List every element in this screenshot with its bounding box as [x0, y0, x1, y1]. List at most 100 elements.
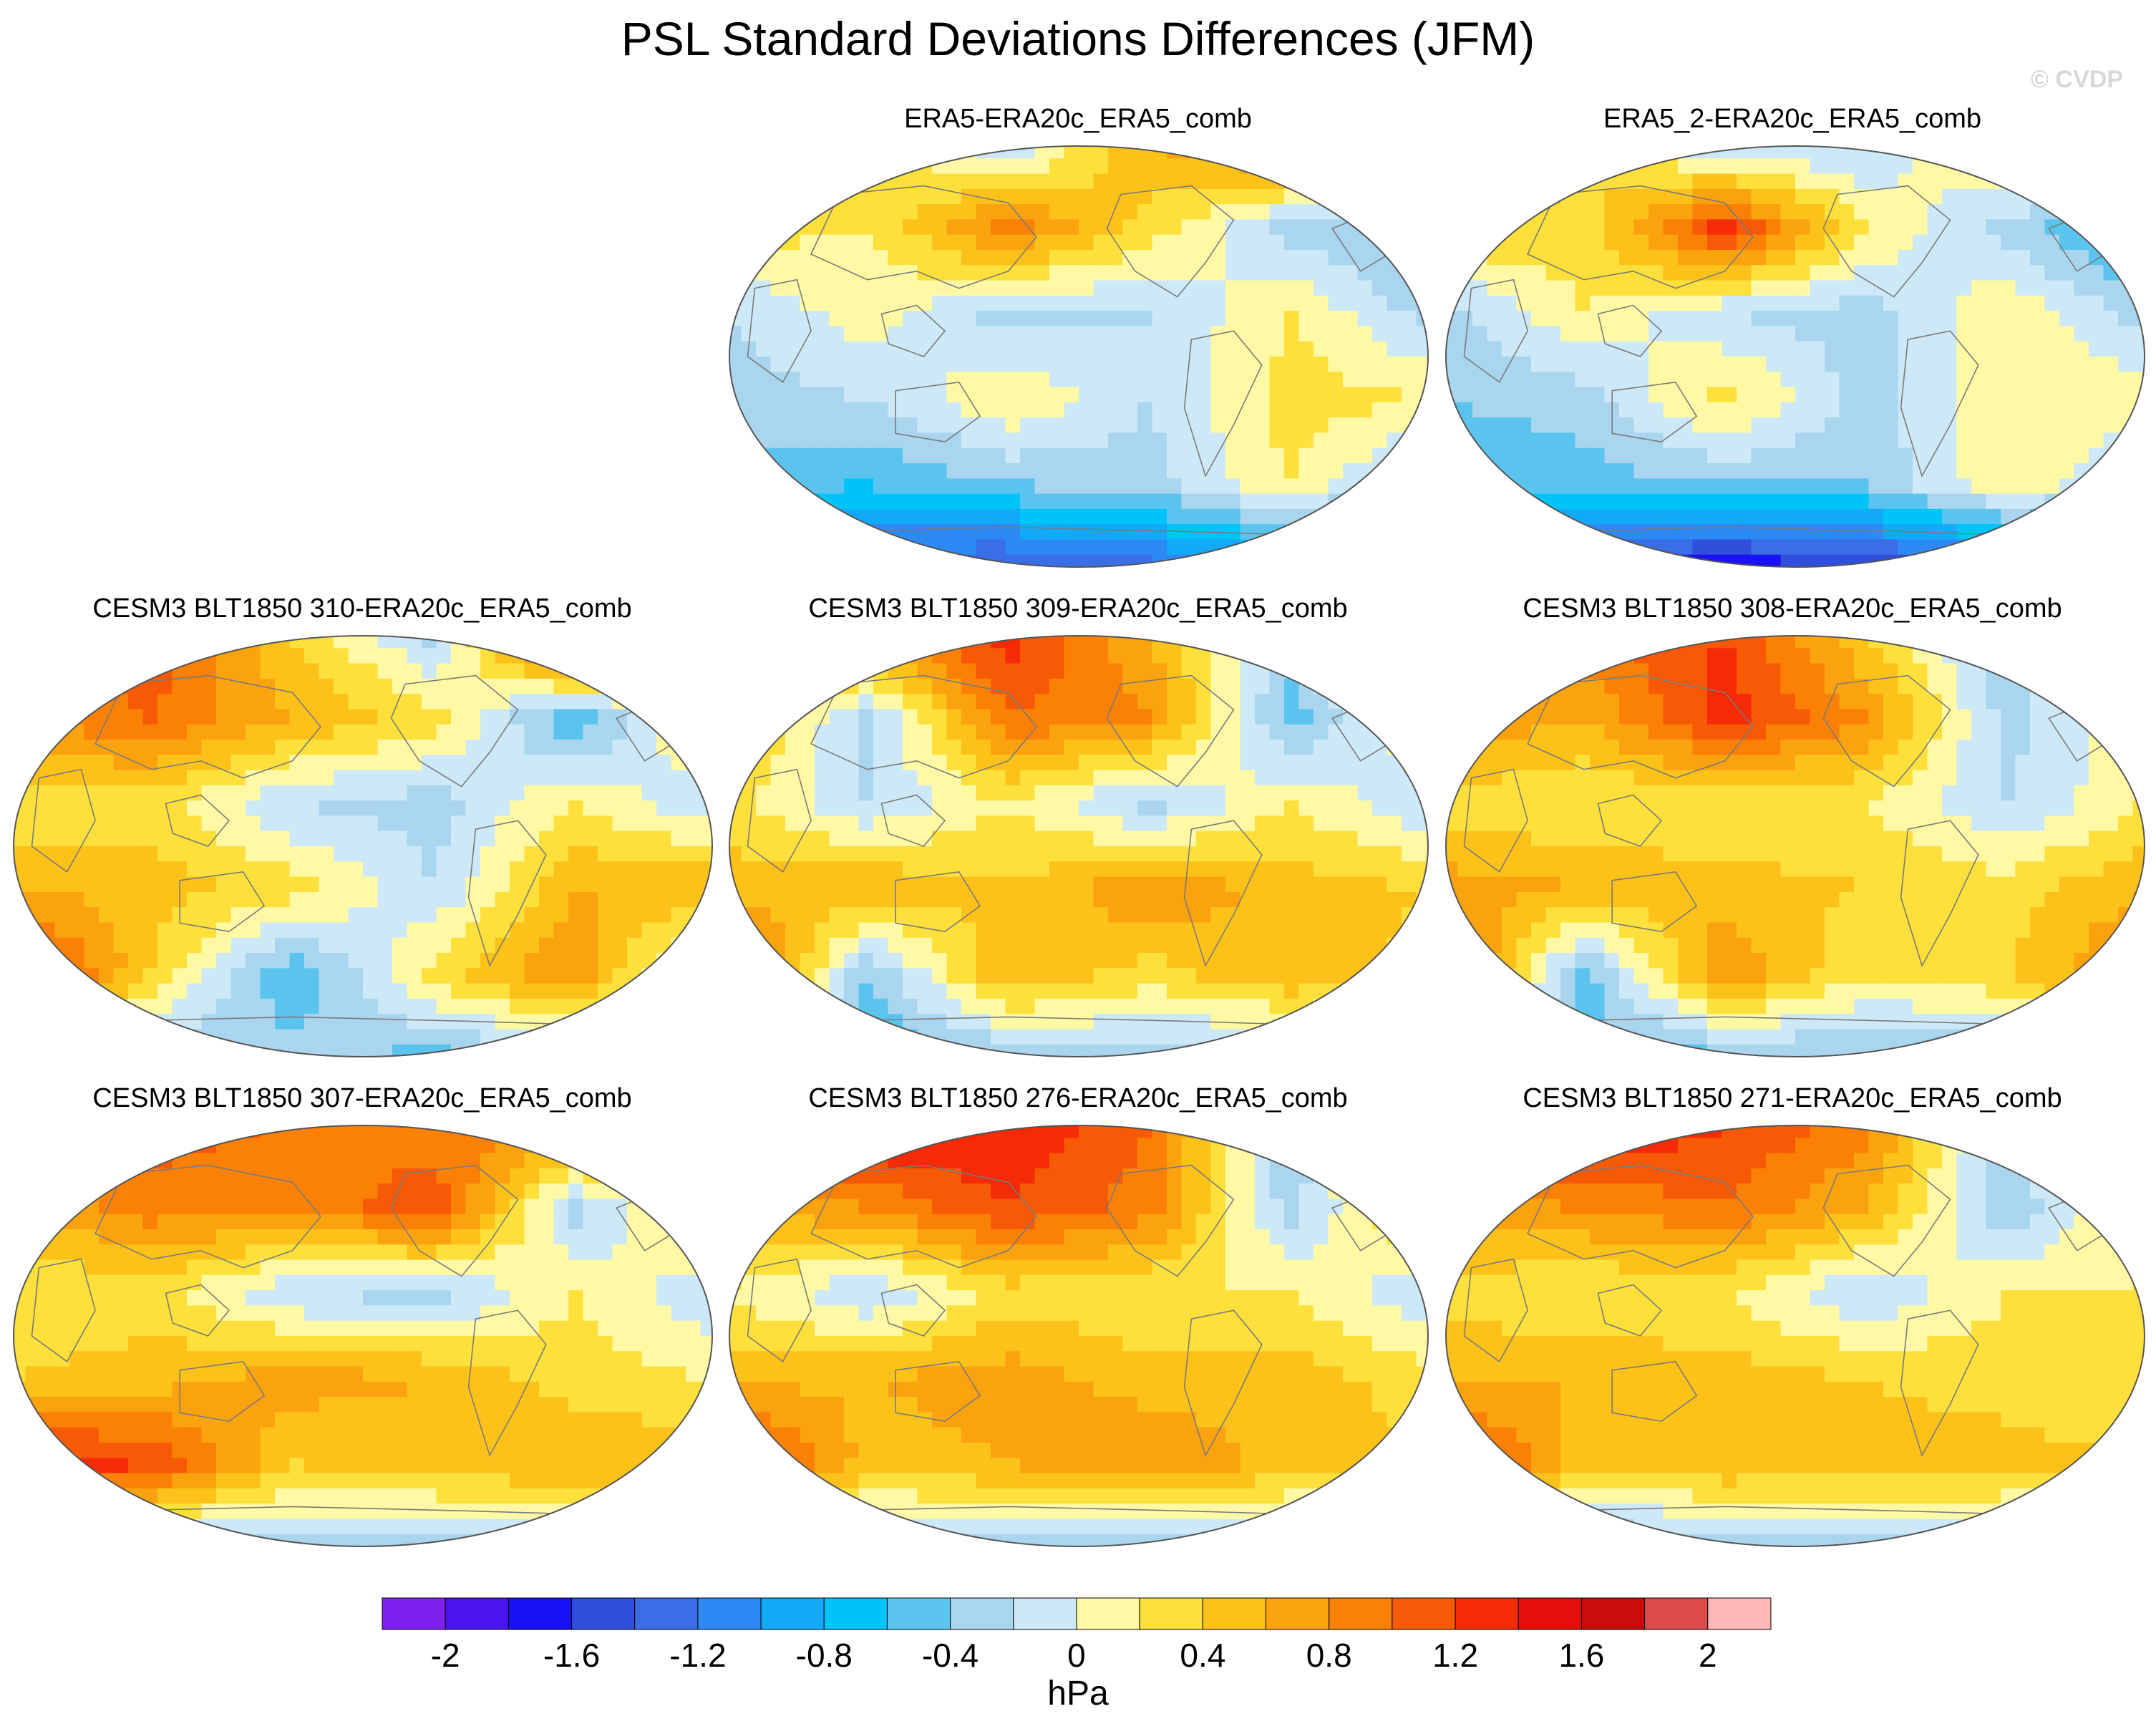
heatmap-cell	[2044, 387, 2060, 403]
heatmap-cell	[1343, 463, 1359, 479]
heatmap-cell	[961, 357, 977, 372]
heatmap-cell	[1181, 648, 1197, 664]
heatmap-cell	[598, 876, 613, 893]
heatmap-cell	[1633, 250, 1649, 266]
heatmap-cell	[1210, 173, 1226, 190]
heatmap-cell	[1284, 372, 1300, 388]
heatmap-cell	[1079, 158, 1094, 175]
heatmap-cell	[1986, 387, 2001, 403]
heatmap-cell	[888, 770, 903, 786]
heatmap-cell	[932, 678, 948, 694]
heatmap-cell	[1298, 876, 1314, 893]
heatmap-cell	[436, 1029, 452, 1045]
heatmap-cell	[888, 311, 903, 327]
heatmap-cell	[568, 1029, 584, 1045]
heatmap-cell	[14, 1044, 26, 1057]
heatmap-cell	[69, 937, 85, 954]
heatmap-cell	[598, 983, 613, 999]
heatmap-cell	[1575, 432, 1591, 449]
heatmap-cell	[69, 709, 85, 725]
heatmap-cell	[1898, 341, 1913, 357]
heatmap-cell	[829, 815, 845, 832]
heatmap-cell	[1416, 663, 1428, 679]
heatmap-cell	[524, 663, 540, 679]
heatmap-cell	[991, 265, 1006, 281]
heatmap-cell	[1210, 188, 1226, 205]
heatmap-cell	[1372, 463, 1388, 479]
heatmap-cell	[172, 1029, 188, 1045]
heatmap-cell	[1986, 250, 2001, 266]
heatmap-cell	[1446, 234, 1459, 251]
heatmap-cell	[729, 922, 742, 939]
heatmap-cell	[54, 694, 70, 710]
heatmap-cell	[230, 937, 246, 954]
heatmap-cell	[1240, 636, 1256, 649]
heatmap-cell	[216, 846, 232, 862]
heatmap-cell	[1780, 463, 1796, 479]
heatmap-cell	[917, 724, 933, 740]
heatmap-cell	[1560, 219, 1576, 236]
heatmap-cell	[2059, 478, 2075, 495]
heatmap-cell	[800, 815, 815, 832]
heatmap-cell	[756, 463, 772, 479]
heatmap-cell	[1604, 295, 1620, 311]
heatmap-cell	[510, 891, 525, 908]
heatmap-cell	[69, 663, 85, 679]
heatmap-cell	[1575, 280, 1591, 296]
heatmap-cell	[1707, 250, 1723, 266]
heatmap-cell	[829, 830, 845, 847]
heatmap-cell	[304, 663, 320, 679]
heatmap-cell	[946, 663, 962, 679]
heatmap-cell	[961, 432, 977, 449]
heatmap-cell	[1590, 554, 1606, 567]
heatmap-cell	[1020, 280, 1036, 296]
heatmap-cell	[54, 648, 70, 664]
heatmap-cell	[1766, 357, 1782, 372]
heatmap-cell	[1487, 447, 1502, 464]
heatmap-cell	[246, 694, 261, 710]
heatmap-cell	[1005, 539, 1021, 556]
heatmap-cell	[524, 953, 540, 969]
heatmap-cell	[1722, 372, 1737, 388]
heatmap-cell	[2001, 341, 2016, 357]
heatmap-cell	[976, 785, 991, 801]
heatmap-cell	[1416, 830, 1428, 847]
heatmap-cell	[1604, 250, 1620, 266]
heatmap-cell	[1942, 234, 1958, 251]
heatmap-cell	[334, 953, 349, 969]
heatmap-cell	[1005, 508, 1021, 525]
heatmap-cell	[1196, 280, 1212, 296]
heatmap-cell	[785, 740, 801, 755]
heatmap-cell	[1692, 417, 1708, 434]
heatmap-cell	[289, 998, 305, 1014]
heatmap-cell	[1005, 326, 1021, 342]
heatmap-cell	[1122, 295, 1138, 311]
heatmap-cell	[99, 785, 115, 801]
heatmap-cell	[1137, 876, 1153, 893]
heatmap-cell	[1883, 146, 1899, 159]
heatmap-cell	[2132, 478, 2145, 495]
heatmap-cell	[480, 1044, 496, 1057]
heatmap-cell	[1269, 755, 1285, 771]
heatmap-cell	[436, 937, 452, 954]
heatmap-cell	[686, 983, 701, 999]
heatmap-cell	[800, 250, 815, 266]
heatmap-cell	[1196, 204, 1212, 221]
heatmap-cell	[69, 907, 85, 924]
heatmap-cell	[1545, 146, 1561, 159]
heatmap-cell	[1692, 158, 1708, 175]
heatmap-cell	[1108, 770, 1124, 786]
heatmap-cell	[1108, 907, 1124, 924]
heatmap-cell	[583, 861, 598, 878]
heatmap-cell	[627, 755, 643, 771]
heatmap-cell	[844, 663, 860, 679]
heatmap-cell	[377, 740, 393, 755]
heatmap-cell	[1255, 648, 1271, 664]
heatmap-cell	[1255, 219, 1271, 236]
heatmap-cell	[1269, 357, 1285, 372]
heatmap-cell	[1079, 861, 1094, 878]
heatmap-cell	[1167, 326, 1183, 342]
heatmap-cell	[1795, 311, 1811, 327]
heatmap-cell	[932, 554, 948, 567]
heatmap-cell	[1402, 846, 1417, 862]
